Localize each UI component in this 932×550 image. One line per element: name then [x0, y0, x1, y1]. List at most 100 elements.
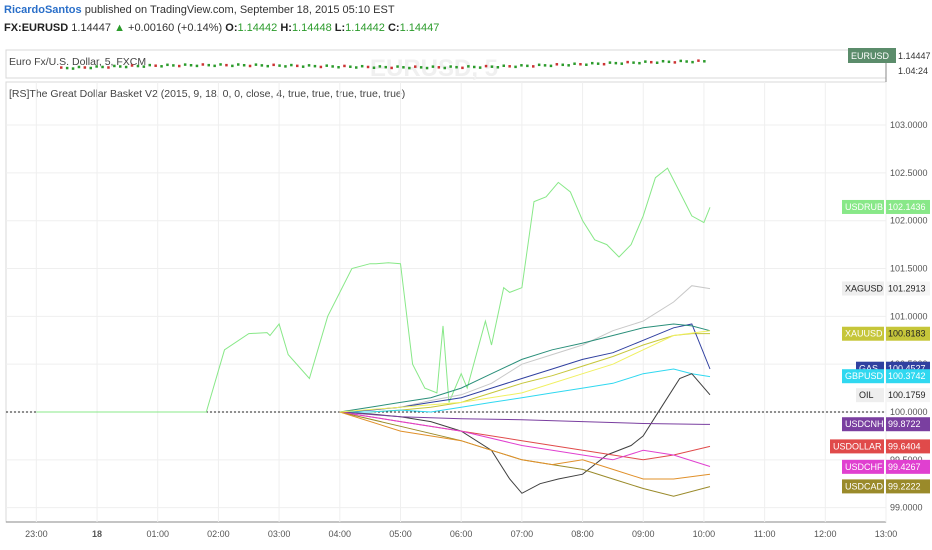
tag-value: 100.4527: [888, 364, 926, 374]
candle: [313, 64, 317, 68]
series-tag-usdcad: USDCAD 99.2222: [842, 479, 930, 494]
author-link[interactable]: RicardoSantos: [4, 4, 82, 16]
tag-value-box: [886, 326, 930, 341]
candle: [355, 66, 358, 69]
candle: [620, 62, 623, 65]
candle: [77, 65, 81, 69]
x-tick-label: 09:00: [632, 529, 655, 539]
tag-value-box: [886, 439, 930, 454]
high-label: H:: [280, 22, 292, 34]
candle: [119, 65, 122, 68]
candle: [614, 61, 618, 65]
x-tick-label: 12:00: [814, 529, 837, 539]
candle: [225, 63, 228, 67]
series-line-orange: [339, 411, 711, 480]
candle: [461, 66, 464, 70]
series-line-gbpusd: [339, 368, 711, 413]
tag-value: 99.4267: [888, 462, 921, 472]
candle: [307, 64, 311, 67]
symbol-label[interactable]: FX:EURUSD: [4, 22, 69, 34]
series-tag-usdrub: USDRUB 102.1436: [842, 199, 930, 214]
tag-name: GAS: [859, 364, 878, 374]
tag-name: USDCNH: [845, 419, 884, 429]
tag-box: [842, 199, 884, 214]
candle: [301, 65, 305, 68]
candle: [201, 63, 205, 66]
x-axis-ticks: 23:00 18 01:00 02:00 03:00 04:00 05:00 06:00 07:…: [25, 529, 897, 539]
candle: [650, 60, 653, 64]
candle: [83, 66, 87, 69]
candle: [384, 65, 387, 69]
candle: [95, 65, 98, 68]
candle: [443, 66, 446, 70]
candle: [142, 65, 146, 68]
candle: [219, 63, 222, 66]
candle: [284, 65, 287, 68]
tag-box: [856, 388, 884, 403]
candle: [638, 61, 641, 65]
y-tick-label: 102.0000: [890, 216, 928, 226]
y-tick-label: 99.5000: [890, 455, 923, 465]
x-tick-label: 01:00: [146, 529, 169, 539]
open-label: O:: [225, 22, 238, 34]
candle: [242, 63, 246, 67]
tag-name: OIL: [859, 390, 874, 400]
candle: [343, 64, 346, 68]
last-price: 1.14447: [71, 22, 111, 34]
candle: [290, 63, 293, 67]
candle: [254, 63, 258, 66]
candle: [101, 65, 104, 69]
tag-name: XAUUSD: [845, 329, 883, 339]
tag-value: 102.1436: [888, 202, 926, 212]
candle: [124, 65, 128, 69]
x-tick-label: 03:00: [268, 529, 291, 539]
candle: [573, 62, 576, 65]
candle: [378, 65, 382, 68]
tag-value: 99.6404: [888, 441, 921, 451]
candle: [697, 59, 700, 62]
tag-value: 100.8183: [888, 329, 926, 339]
x-tick-label: 04:00: [329, 529, 352, 539]
tag-value-box: [886, 459, 930, 474]
candle: [691, 60, 694, 64]
candle: [89, 66, 92, 70]
candle: [419, 66, 423, 69]
candle: [207, 63, 210, 67]
series-tag-xauusd: XAUUSD 100.8183: [842, 326, 930, 341]
x-tick-label: 13:00: [875, 529, 898, 539]
tag-name: USDOLLAR: [833, 441, 882, 451]
chart-area[interactable]: EURUSD, 5 Euro Fx/U.S. Dollar, 5, FXCM E…: [0, 42, 932, 550]
candle: [178, 64, 181, 68]
candle: [484, 64, 488, 68]
tag-value: 101.2913: [888, 283, 926, 293]
open-value: 1.14442: [237, 22, 278, 34]
publish-line: RicardoSantos published on TradingView.c…: [4, 4, 395, 16]
candle: [685, 60, 688, 63]
candle: [543, 64, 547, 67]
series-tag-usdchf: USDCHF 99.4267: [842, 459, 930, 474]
candle: [608, 61, 612, 64]
candle: [260, 64, 264, 67]
candle: [661, 59, 665, 63]
candle: [526, 64, 529, 68]
tag-value: 99.2222: [888, 481, 921, 491]
up-arrow-icon: ▲: [114, 22, 125, 34]
tag-box: [842, 281, 884, 296]
candle: [579, 62, 582, 66]
candle: [414, 65, 417, 68]
tag-value: 99.8722: [888, 419, 921, 429]
x-tick-label: 11:00: [754, 529, 776, 539]
series-line-xauusd: [339, 333, 710, 413]
high-value: 1.14448: [291, 22, 332, 34]
series-line-usdchf: [339, 411, 711, 467]
candle: [266, 64, 269, 68]
price-pane-title: Euro Fx/U.S. Dollar, 5, FXCM: [9, 56, 146, 68]
series-tag-oil: OIL 100.1759: [856, 388, 930, 403]
candle: [632, 61, 635, 64]
series-tags: USDRUB 102.1436 XAGUSD 101.2913 XAUUSD 100.81…: [830, 199, 930, 494]
x-tick-label: 05:00: [389, 529, 412, 539]
y-tick-label: 99.0000: [890, 503, 923, 513]
tag-value-box: [886, 479, 930, 494]
published-text: published on TradingView.com, September …: [84, 4, 395, 16]
quote-line: FX:EURUSD 1.14447 ▲ +0.00160 (+0.14%) O:…: [4, 22, 439, 34]
